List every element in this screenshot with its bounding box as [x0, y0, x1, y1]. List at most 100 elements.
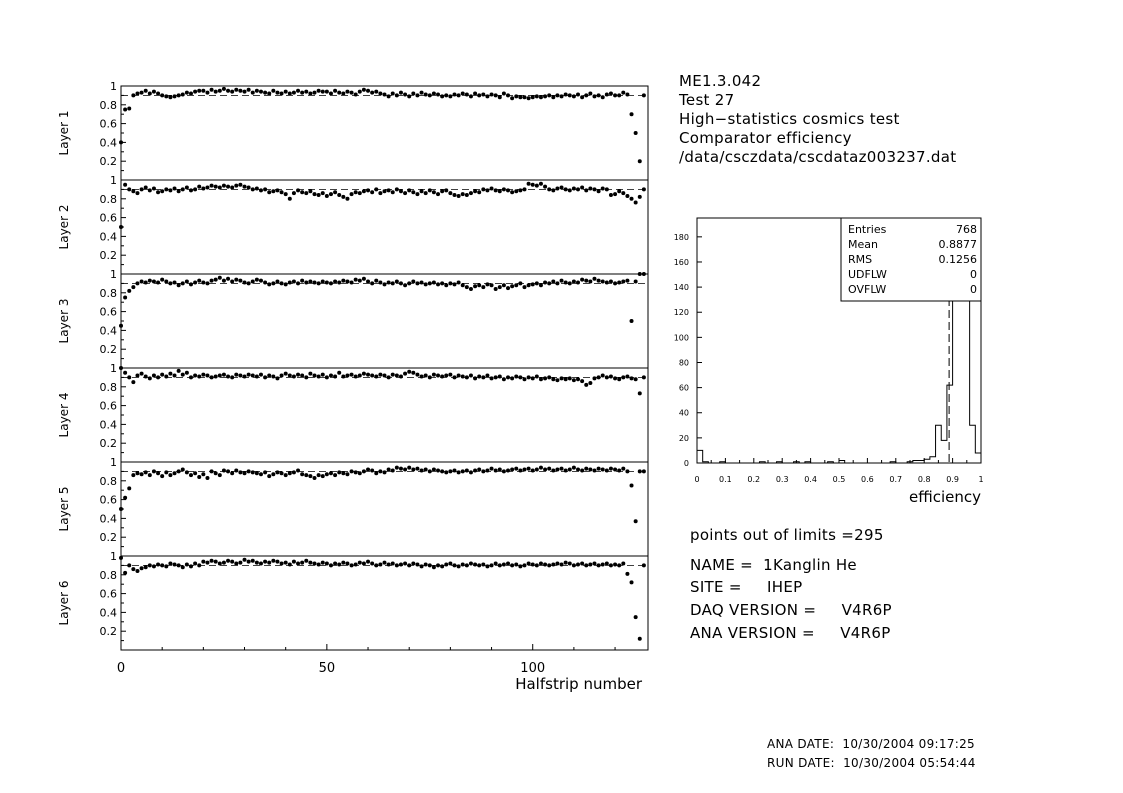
- data-point: [176, 563, 181, 568]
- data-point: [398, 189, 403, 194]
- y-tick-label: 0.6: [100, 212, 118, 225]
- data-point: [522, 563, 527, 568]
- data-point: [510, 96, 515, 101]
- data-point: [287, 91, 292, 96]
- data-point: [576, 377, 581, 382]
- data-point: [530, 562, 535, 567]
- data-point: [135, 471, 140, 476]
- histogram-x-tick-label: 0.4: [804, 475, 817, 484]
- data-point: [567, 467, 572, 472]
- data-point: [246, 185, 251, 190]
- test-description: High−statistics cosmics test: [679, 110, 900, 128]
- data-point: [151, 469, 156, 474]
- data-point: [291, 470, 296, 475]
- data-point: [419, 468, 424, 473]
- data-point: [226, 184, 231, 189]
- data-point: [444, 470, 449, 475]
- data-point: [184, 470, 189, 475]
- data-point: [296, 372, 301, 377]
- data-point: [604, 375, 609, 380]
- data-point: [123, 182, 128, 187]
- data-point: [374, 278, 379, 283]
- data-point: [510, 190, 515, 195]
- data-point: [151, 186, 156, 191]
- data-point: [526, 283, 531, 288]
- data-point: [596, 189, 601, 194]
- histogram-x-tick-label: 0.5: [833, 475, 846, 484]
- data-point: [543, 280, 548, 285]
- data-point: [588, 91, 593, 96]
- data-point: [151, 564, 156, 569]
- y-tick-label: 0.4: [100, 324, 118, 337]
- data-point: [510, 467, 515, 472]
- data-point: [188, 91, 193, 96]
- data-point: [209, 375, 214, 380]
- histogram-y-tick-label: 20: [679, 434, 689, 443]
- data-point: [201, 186, 206, 191]
- ana-version: ANA VERSION = V4R6P: [690, 624, 891, 642]
- data-point: [279, 373, 284, 378]
- data-point: [613, 467, 618, 472]
- data-point: [633, 615, 638, 620]
- data-point: [304, 558, 309, 563]
- data-point: [312, 373, 317, 378]
- data-point: [366, 467, 371, 472]
- data-point: [600, 562, 605, 567]
- data-point: [164, 279, 169, 284]
- data-point: [366, 559, 371, 564]
- data-point: [444, 93, 449, 98]
- data-point: [193, 561, 198, 566]
- data-point: [127, 375, 132, 380]
- data-point: [291, 90, 296, 95]
- data-point: [160, 277, 165, 282]
- data-point: [131, 285, 136, 290]
- data-point: [518, 564, 523, 569]
- data-point: [514, 94, 519, 99]
- y-tick-label: 1: [110, 456, 117, 469]
- data-point: [415, 372, 420, 377]
- data-point: [596, 278, 601, 283]
- data-point: [123, 295, 128, 300]
- data-point: [518, 468, 523, 473]
- data-point: [197, 475, 202, 480]
- y-tick-label: 1: [110, 174, 117, 187]
- data-point: [547, 375, 552, 380]
- data-point: [481, 469, 486, 474]
- data-point: [571, 94, 576, 99]
- data-point: [567, 188, 572, 193]
- data-point: [221, 183, 226, 188]
- data-point: [337, 280, 342, 285]
- data-point: [221, 372, 226, 377]
- y-tick-label: 0.4: [100, 512, 118, 525]
- y-tick-label: 0.2: [100, 343, 118, 356]
- data-point: [551, 279, 556, 284]
- data-point: [477, 563, 482, 568]
- histogram-x-axis-label: efficiency: [909, 488, 981, 506]
- data-point: [440, 281, 445, 286]
- data-point: [246, 559, 251, 564]
- data-point: [625, 193, 630, 198]
- data-point: [444, 283, 449, 288]
- data-point: [411, 370, 416, 375]
- data-point: [267, 190, 272, 195]
- data-point: [625, 571, 630, 576]
- ana-date: ANA DATE: 10/30/2004 09:17:25: [767, 737, 975, 751]
- histogram-y-tick-label: 120: [674, 308, 689, 317]
- data-point: [304, 375, 309, 380]
- y-tick-label: 0.4: [100, 230, 118, 243]
- data-point: [588, 279, 593, 284]
- data-point: [300, 90, 305, 95]
- data-point: [275, 559, 280, 564]
- data-point: [477, 374, 482, 379]
- data-point: [592, 187, 597, 192]
- data-point: [176, 189, 181, 194]
- data-point: [621, 375, 626, 380]
- data-point: [156, 91, 161, 96]
- data-point: [641, 375, 646, 380]
- data-point: [238, 182, 243, 187]
- data-point: [431, 467, 436, 472]
- data-point: [296, 561, 301, 566]
- data-point: [226, 374, 231, 379]
- data-point: [139, 472, 144, 477]
- data-point: [184, 279, 189, 284]
